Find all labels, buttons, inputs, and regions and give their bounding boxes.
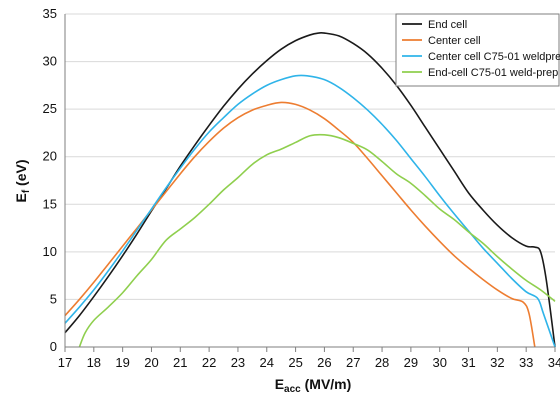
y-axis-title: Ef (eV) xyxy=(13,159,32,202)
x-tick-label: 26 xyxy=(317,355,331,370)
x-tick-label: 21 xyxy=(173,355,187,370)
legend-label: End-cell C75-01 weld-prep xyxy=(428,67,558,79)
x-tick-label: 34 xyxy=(548,355,560,370)
y-tick-label: 20 xyxy=(43,149,57,164)
y-tick-label: 25 xyxy=(43,101,57,116)
x-tick-label: 24 xyxy=(260,355,274,370)
x-tick-label: 25 xyxy=(288,355,302,370)
x-tick-label: 29 xyxy=(404,355,418,370)
x-tick-label: 32 xyxy=(490,355,504,370)
series-lines xyxy=(64,31,556,348)
legend-label: Center cell xyxy=(428,35,481,47)
x-tick-label: 22 xyxy=(202,355,216,370)
legend-label: End cell xyxy=(428,19,467,31)
axes xyxy=(64,14,556,352)
gridlines xyxy=(65,13,555,300)
x-axis-title: Eacc (MV/m) xyxy=(275,376,352,395)
x-tick-label: 30 xyxy=(432,355,446,370)
x-tick-label: 18 xyxy=(87,355,101,370)
x-tick-label: 28 xyxy=(375,355,389,370)
x-tick-label: 17 xyxy=(58,355,72,370)
legend-label: Center cell C75-01 weldprep xyxy=(428,51,560,63)
series-line-3 xyxy=(64,74,556,348)
y-tick-label: 0 xyxy=(50,339,57,354)
series-line-4 xyxy=(78,133,556,348)
legend: End cell Center cell Center cell C75-01 we… xyxy=(395,13,560,87)
legend-box xyxy=(395,13,560,87)
x-tick-label: 33 xyxy=(519,355,533,370)
y-tick-label: 30 xyxy=(43,54,57,69)
x-tick-label: 31 xyxy=(461,355,475,370)
y-tick-label: 35 xyxy=(43,6,57,21)
series-line-2 xyxy=(64,101,536,348)
y-tick-label: 5 xyxy=(50,291,57,306)
y-tick-label: 15 xyxy=(43,196,57,211)
x-tick-label: 27 xyxy=(346,355,360,370)
x-tick-label: 20 xyxy=(144,355,158,370)
x-tick-label: 19 xyxy=(115,355,129,370)
y-tick-label: 10 xyxy=(43,244,57,259)
x-tick-label: 23 xyxy=(231,355,245,370)
tick-labels: 0 5 10 15 20 25 30 35 17 18 19 20 21 22 23 24 25 26 27 28 29… xyxy=(43,6,560,370)
